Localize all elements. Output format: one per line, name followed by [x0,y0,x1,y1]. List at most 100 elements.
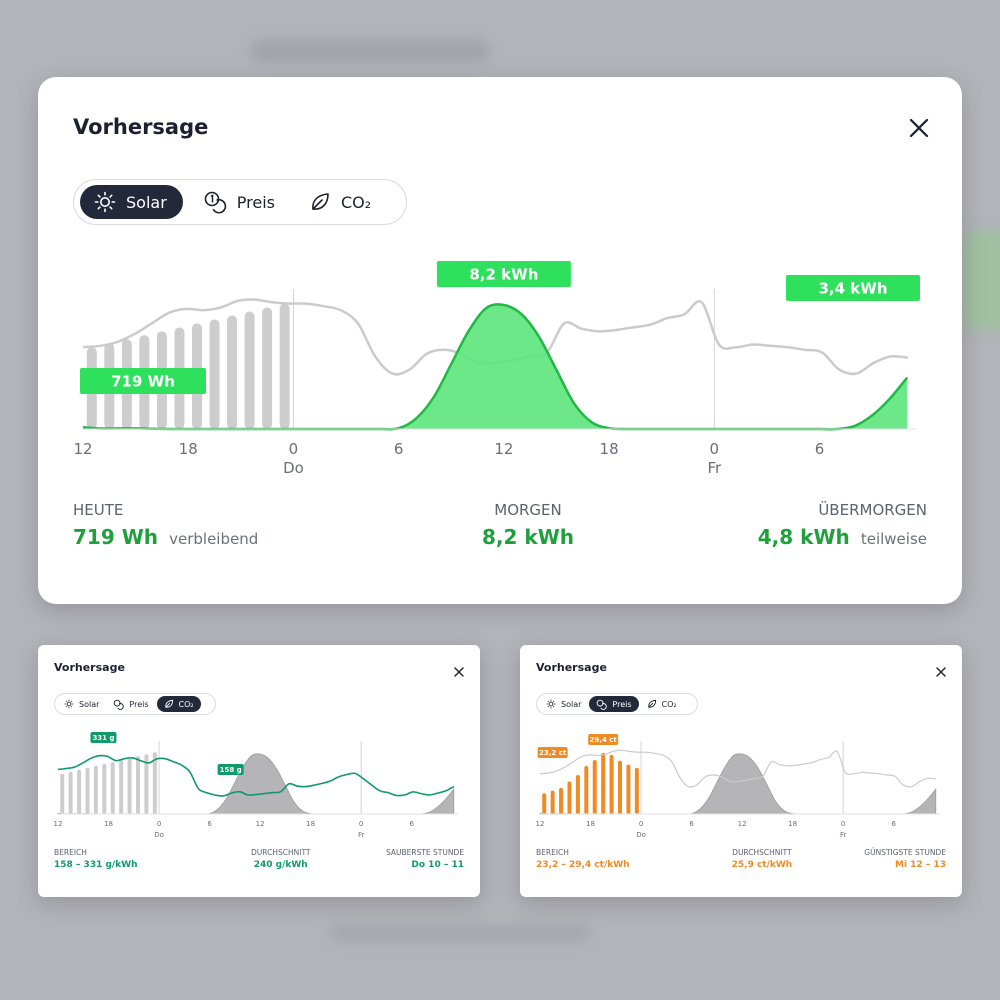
tab-price[interactable]: Preis [107,696,154,712]
stat-value: 158 – 331 g/kWh [54,860,138,870]
stat-value: 8,2 kWh [482,525,574,549]
badge-label: 8,2 kWh [469,265,538,283]
past-hour-bar [626,764,631,814]
coins-icon [204,191,226,214]
tab-solar[interactable]: Solar [80,185,183,219]
solar-background-area [57,753,455,815]
close-button[interactable] [936,662,946,681]
past-hour-bar [575,775,580,814]
tab-label: CO₂ [178,699,194,709]
badge-label: 23,2 ct [539,749,567,757]
stat-value: 719 Wh [73,525,159,549]
past-hour-bar [144,754,149,814]
close-button[interactable] [908,117,930,143]
past-hour-bar [618,760,622,814]
x-tick-label: 18 [586,820,595,828]
coins-icon [597,699,608,710]
stat-label: BEREICH [536,848,569,857]
tab-solar[interactable]: Solar [540,696,587,712]
tab-co2[interactable]: CO₂ [641,696,683,712]
past-hour-bar [542,793,547,814]
stat-value: 4,8 kWh [757,525,850,549]
badge-background [786,275,920,301]
past-hour-bar [601,752,606,814]
close-button[interactable] [454,662,464,681]
solar-forecast-area [83,304,908,430]
x-tick-label: 0 [289,440,299,458]
badge-label: 158 g [220,766,242,774]
past-hour-bar [209,319,220,429]
stat-best-hour: SAUBERSTE STUNDE Do 10 – 11 [386,848,464,870]
past-hour-bar [110,762,115,814]
value-badge: 158 g [217,764,244,775]
tab-solar[interactable]: Solar [58,696,105,712]
tab-label: Preis [236,192,275,212]
x-tick-label: 6 [815,440,825,458]
tab-price[interactable]: Preis [589,696,639,712]
close-icon [909,118,929,138]
forecast-tabs: Solar Preis CO₂ [73,179,407,225]
stat-label: GÜNSTIGSTE STUNDE [864,848,946,857]
past-hour-bar [93,765,98,814]
past-hour-bar [119,760,124,814]
badge-label: 331 g [92,734,114,742]
tab-co2[interactable]: CO₂ [156,696,201,712]
past-hour-bar [559,788,564,814]
stat-sub: verbleibend [169,530,259,548]
background-blur [330,925,590,941]
forecast-stats: HEUTE 719 Wh verbleibend MORGEN 8,2 kWh … [73,501,927,549]
x-tick-label: 12 [536,820,545,828]
badge-background [436,261,571,287]
past-hour-bar [279,303,290,429]
tab-co2[interactable]: CO₂ [297,185,383,219]
badge-label: 719 Wh [111,372,175,390]
reference-line [539,749,937,788]
forecast-stats: BEREICH 23,2 – 29,4 ct/kWh DURCHSCHNITT … [536,848,946,870]
background-blur [962,230,1000,330]
dialog-title: Vorhersage [536,661,607,674]
value-badge: 8,2 kWh [436,261,571,287]
x-tick-label: 6 [394,440,404,458]
x-tick-label: 12 [256,820,265,828]
x-tick-label: 18 [600,440,619,458]
x-tick-label: 18 [104,820,113,828]
stat-value: Mi 12 – 13 [894,860,946,870]
tab-label: Preis [129,699,149,709]
badge-background [90,732,117,743]
past-hour-bar [550,790,555,814]
sun-icon [546,699,556,709]
stat-value: 240 g/kWh [253,860,308,870]
stat-today: HEUTE 719 Wh verbleibend [73,501,258,549]
solar-background-area [539,753,937,815]
x-tick-label: 18 [179,440,198,458]
sun-icon [64,699,74,709]
leaf-icon [647,699,656,708]
tab-label: Preis [612,699,632,709]
past-hour-bar [152,752,157,814]
badge-label: 3,4 kWh [819,279,888,297]
past-hour-bar [77,769,82,814]
co2-forecast-chart: 12 18 0 6 12 18 0 6 Do Fr 331 g 158 g [54,732,458,839]
past-hour-bar [592,760,597,814]
leaf-icon [312,193,329,210]
dialog-title: Vorhersage [54,661,125,674]
badge-background [588,734,619,745]
forecast-stats: BEREICH 158 – 331 g/kWh DURCHSCHNITT 240… [54,848,464,870]
x-tick-label: 12 [738,820,747,828]
stat-tomorrow: MORGEN 8,2 kWh [482,501,574,549]
tab-label: Solar [126,192,167,212]
past-hour-bar [68,771,73,814]
stat-range: BEREICH 158 – 331 g/kWh [54,848,138,870]
background-blur [250,40,490,62]
past-hour-bar [584,765,589,814]
stat-value: 25,9 ct/kWh [731,860,793,870]
stat-label: SAUBERSTE STUNDE [385,848,464,857]
value-badge: 3,4 kWh [786,275,920,301]
stat-label: MORGEN [494,501,562,519]
x-tick-label: 0 [841,820,845,828]
stat-best-hour: GÜNSTIGSTE STUNDE Mi 12 – 13 [864,848,946,870]
day-label: Fr [707,459,722,477]
tab-price[interactable]: Preis [191,185,287,219]
x-tick-label: 18 [788,820,797,828]
past-hour-bar [567,781,572,814]
